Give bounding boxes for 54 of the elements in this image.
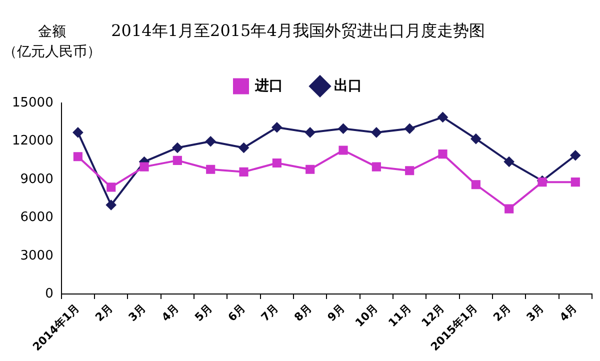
- x-tick-label: 2月: [490, 302, 514, 324]
- point: [272, 122, 282, 132]
- x-tick-label: 8月: [292, 302, 314, 324]
- point: [504, 156, 514, 167]
- point: [338, 146, 348, 155]
- x-tick-label: 5月: [192, 302, 215, 324]
- chart-title: 2014年1月至2015年4月我国外贸进出口月度走势图: [111, 20, 485, 40]
- y-tick-label: 6000: [20, 210, 54, 226]
- y-axis-title: 金额（亿元人民币）: [2, 23, 102, 62]
- y-tick-label: 3000: [20, 248, 54, 264]
- x-tick-label: 11月: [386, 302, 414, 330]
- point: [206, 136, 216, 146]
- x-tick-label: 7月: [258, 302, 282, 324]
- point: [372, 162, 381, 172]
- y-tick-label: 9000: [20, 172, 54, 187]
- point: [206, 164, 216, 174]
- point: [106, 200, 116, 210]
- point: [172, 142, 182, 153]
- x-tick-label: 6月: [226, 302, 248, 324]
- point: [438, 112, 448, 122]
- y-tick-label: 0: [45, 286, 54, 302]
- point: [338, 124, 348, 134]
- point: [570, 150, 580, 160]
- x-tick-label: 4月: [159, 302, 182, 324]
- x-tick-label: 4月: [557, 302, 580, 324]
- legend-label: 进口: [254, 78, 283, 94]
- point: [470, 134, 481, 144]
- point: [471, 180, 480, 190]
- point: [570, 178, 580, 187]
- point: [140, 162, 149, 172]
- point: [272, 158, 282, 168]
- point: [404, 124, 415, 134]
- x-tick-label: 3月: [126, 302, 148, 324]
- point: [73, 152, 82, 162]
- point: [306, 164, 315, 174]
- x-tick-label: 10月: [352, 302, 381, 330]
- point: [239, 167, 248, 176]
- x-tick-label: 9月: [325, 302, 348, 324]
- point: [172, 156, 182, 165]
- point: [504, 204, 514, 214]
- y-tick-label: 12000: [12, 134, 54, 149]
- point: [238, 142, 249, 153]
- point: [72, 127, 83, 138]
- legend-label: 出口: [334, 78, 362, 94]
- point: [438, 150, 448, 159]
- x-tick-label: 3月: [524, 302, 546, 324]
- point: [405, 166, 414, 176]
- point: [106, 182, 116, 192]
- point: [538, 178, 547, 187]
- point: [371, 127, 382, 138]
- x-tick-label: 2月: [92, 302, 116, 324]
- x-tick-label: 12月: [419, 302, 447, 330]
- point: [305, 127, 316, 138]
- y-tick-label: 15000: [12, 96, 54, 111]
